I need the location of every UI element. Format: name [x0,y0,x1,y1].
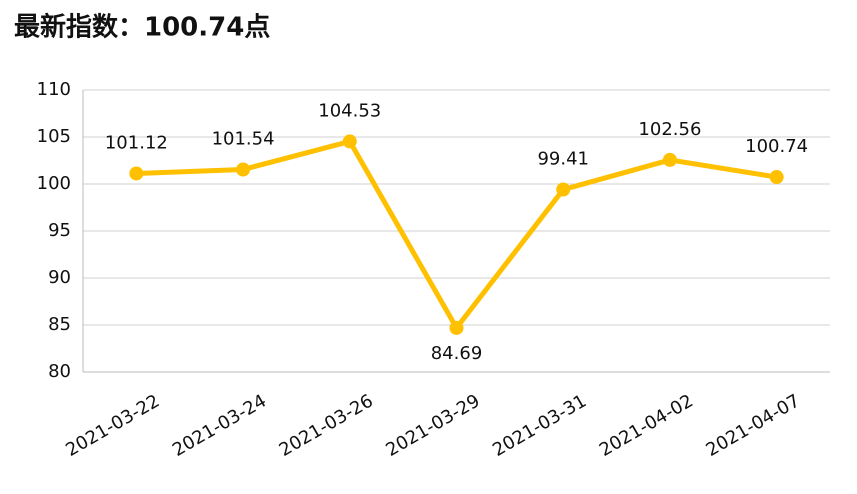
y-tick-label: 110 [37,79,71,100]
data-label: 104.53 [318,100,381,121]
data-point [769,170,784,185]
data-point [662,152,677,167]
data-label: 101.12 [105,132,168,153]
data-label: 101.54 [212,129,275,150]
chart-title: 最新指数：100.74点 [14,12,270,43]
y-tick-label: 90 [48,267,71,288]
data-point [236,162,251,177]
data-label: 102.56 [638,119,701,140]
y-tick-label: 85 [48,314,71,335]
x-tick-label: 2021-04-07 [703,390,804,460]
x-tick-label: 2021-03-31 [489,390,590,460]
data-label: 84.69 [431,343,483,364]
data-point [556,182,571,197]
x-tick-label: 2021-03-29 [382,390,483,460]
data-point [129,166,144,181]
data-point [449,320,464,335]
y-tick-label: 80 [48,361,71,382]
y-tick-label: 100 [37,173,71,194]
y-tick-label: 105 [37,126,71,147]
data-label: 100.74 [745,136,808,157]
x-tick-label: 2021-03-24 [169,390,270,460]
x-tick-label: 2021-03-22 [62,390,163,460]
data-point [342,134,357,149]
data-label: 99.41 [537,149,589,170]
y-tick-label: 95 [48,220,71,241]
x-tick-label: 2021-03-26 [276,390,377,460]
data-line [136,138,778,331]
x-tick-label: 2021-04-02 [596,390,697,460]
